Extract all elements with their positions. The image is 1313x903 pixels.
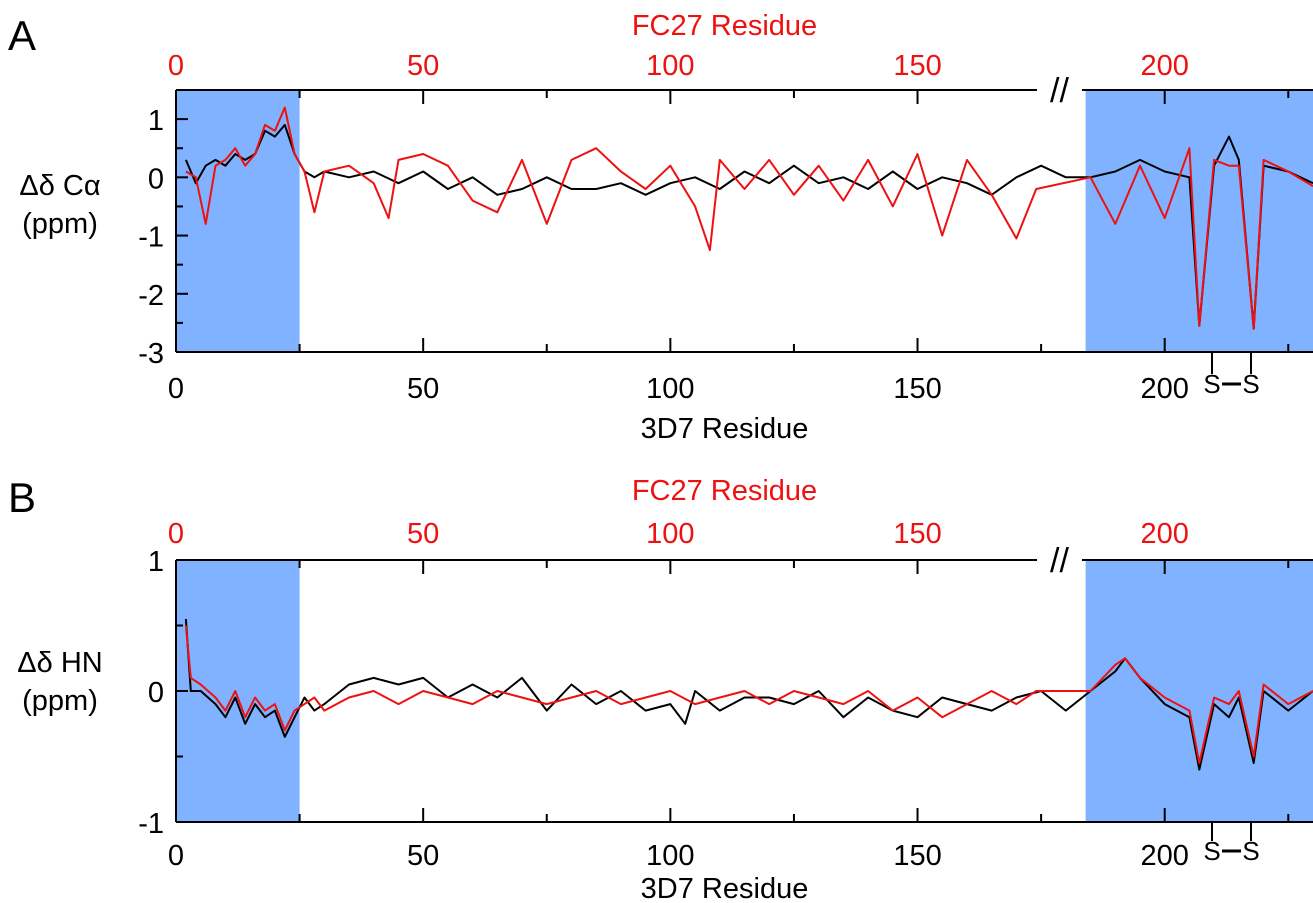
y-tick-label: -1 (138, 808, 164, 840)
disulfide-label-s2: S (1242, 836, 1259, 866)
x-tick-label: 100 (646, 373, 694, 405)
y-tick-label: 0 (148, 677, 164, 709)
axis-break-mark: // (1050, 72, 1069, 110)
x2-axis-title: FC27 Residue (632, 10, 817, 42)
shaded-region (1085, 560, 1313, 822)
x2-tick-label: 200 (1141, 518, 1189, 550)
y-tick-label: 1 (148, 105, 164, 137)
y-axis-title: Δδ HN (17, 647, 102, 679)
series-line-fc27 (185, 106, 1313, 330)
x-tick-label: 100 (646, 840, 694, 872)
disulfide-label-s1: S (1203, 369, 1220, 399)
x-tick-label: 50 (407, 373, 439, 405)
x-tick-label: 0 (168, 373, 184, 405)
panel-letter: A (8, 12, 36, 59)
x-tick-label: 50 (407, 840, 439, 872)
y-tick-label: 0 (148, 163, 164, 195)
series-line-fc27 (184, 625, 1313, 764)
y-tick-label: -1 (138, 222, 164, 254)
disulfide-label-s1: S (1203, 836, 1220, 866)
y-axis-title-unit: (ppm) (22, 208, 98, 240)
x-tick-label: 200 (1141, 373, 1189, 405)
y-tick-label: -3 (138, 338, 164, 370)
shaded-region (176, 90, 300, 352)
x-axis-title: 3D7 Residue (641, 413, 809, 445)
y-tick-label: 1 (148, 546, 164, 578)
y-tick-label: -2 (138, 280, 164, 312)
x2-tick-label: 100 (646, 50, 694, 82)
x2-tick-label: 0 (168, 50, 184, 82)
axis-break-mark: // (1050, 542, 1069, 580)
x-tick-label: 0 (168, 840, 184, 872)
x-tick-label: 200 (1141, 840, 1189, 872)
y-axis-title: Δδ Cα (19, 170, 100, 202)
x2-tick-label: 0 (168, 518, 184, 550)
x2-tick-label: 50 (407, 50, 439, 82)
series-line-3d7 (184, 123, 1313, 330)
x2-tick-label: 150 (893, 518, 941, 550)
x2-tick-label: 50 (407, 518, 439, 550)
x2-tick-label: 150 (893, 50, 941, 82)
x-axis-title: 3D7 Residue (641, 873, 809, 903)
disulfide-label-s2: S (1242, 369, 1259, 399)
panel-letter: B (8, 474, 36, 521)
y-axis-title-unit: (ppm) (22, 685, 98, 717)
x2-axis-title: FC27 Residue (632, 475, 817, 507)
x-tick-label: 150 (893, 840, 941, 872)
x2-tick-label: 100 (646, 518, 694, 550)
x-tick-label: 150 (893, 373, 941, 405)
x2-tick-label: 200 (1141, 50, 1189, 82)
